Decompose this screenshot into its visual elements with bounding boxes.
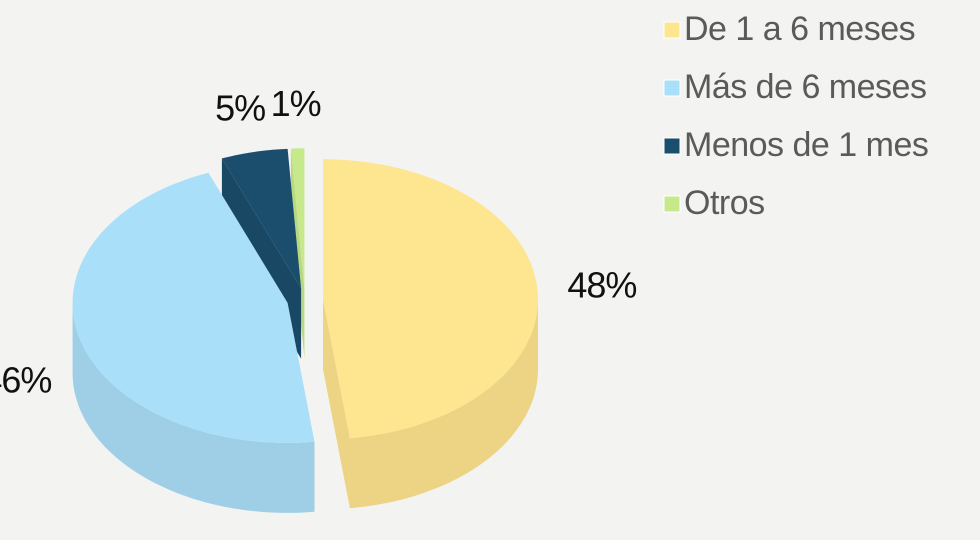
slice (221, 148, 302, 289)
slice-shade (349, 299, 538, 509)
slice-shade (72, 302, 315, 513)
slice-group (323, 159, 538, 509)
slice-side (323, 299, 350, 509)
legend-label: Otros (684, 184, 765, 222)
slice (72, 172, 315, 443)
data-label: 5% (215, 87, 265, 128)
slice-group (72, 172, 315, 513)
legend-label: Menos de 1 mes (684, 126, 928, 164)
data-label: 46% (0, 360, 51, 401)
legend-swatch (663, 137, 681, 155)
legend-label: Más de 6 meses (684, 68, 926, 106)
data-label: 1% (271, 83, 321, 124)
slice (290, 148, 305, 289)
slice-side (72, 302, 315, 513)
legend-swatch (663, 21, 681, 39)
slice-side (349, 299, 538, 509)
legend-label: De 1 a 6 meses (684, 10, 915, 48)
legend-swatch (663, 195, 681, 213)
slice (323, 159, 538, 439)
slice-shade (323, 299, 350, 509)
data-label: 48% (567, 264, 636, 305)
legend-swatch (663, 79, 681, 97)
